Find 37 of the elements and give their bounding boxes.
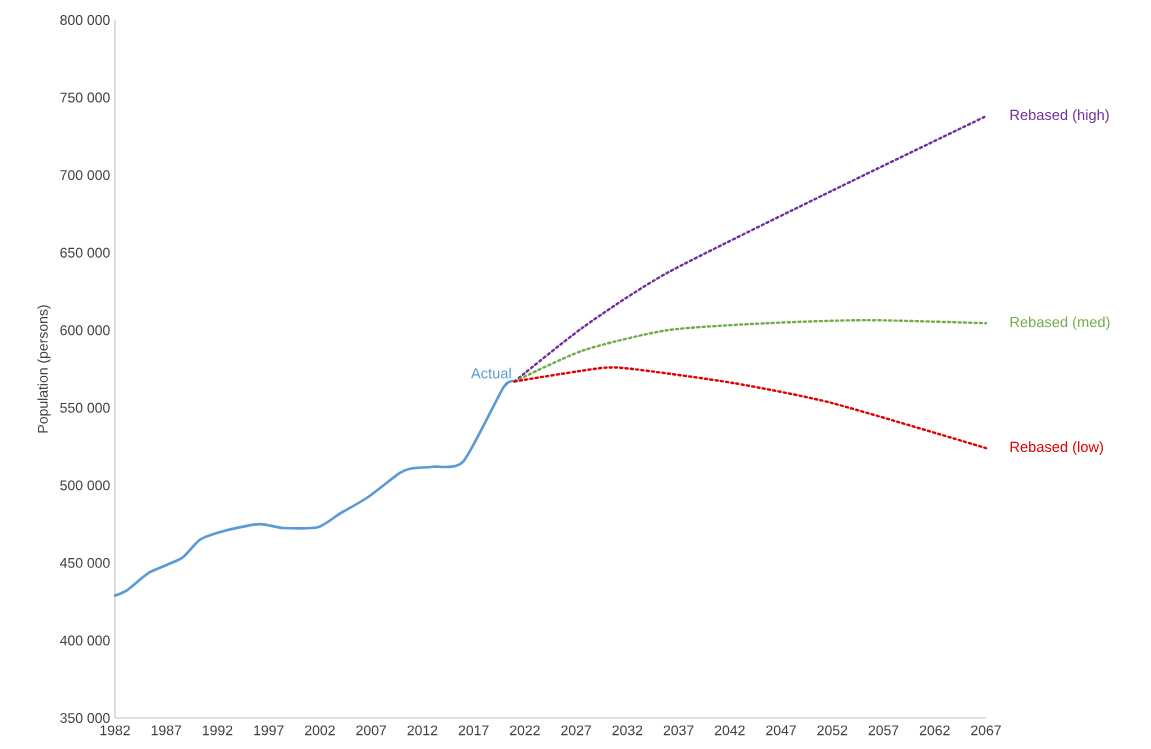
x-tick-label: 2027 [561,725,591,736]
x-tick-label: 2032 [612,725,643,736]
x-tick-label: 2017 [458,725,489,736]
series-label: Rebased (high) [1010,109,1109,123]
x-tick-label: 2047 [766,725,796,736]
y-tick-label: 500 000 [60,480,110,491]
x-tick-label: 1997 [254,725,284,736]
x-tick-label: 2052 [817,725,848,736]
line-series [513,366,988,450]
y-tick-label: 400 000 [60,635,110,646]
x-tick-label: 1987 [151,725,182,736]
x-tick-label: 2002 [305,725,335,736]
y-tick-label: 700 000 [60,170,110,181]
series-label: Rebased (low) [1010,441,1103,455]
x-tick-label: 2037 [663,725,694,736]
x-tick-label: 2012 [407,725,438,736]
x-tick-label: 2022 [510,725,540,736]
y-tick-label: 450 000 [60,557,110,568]
y-tick-label: 650 000 [60,247,110,258]
line-series [113,380,516,597]
line-series [513,114,988,383]
line-series [513,318,988,383]
y-tick-label: 750 000 [60,92,110,103]
y-tick-label: 800 000 [60,15,110,25]
x-tick-label: 2067 [971,725,1001,736]
series-label: Rebased (med) [1010,316,1110,331]
x-tick-label: 1992 [202,725,233,736]
y-tick-label: 550 000 [60,402,110,413]
x-tick-label: 1982 [100,725,130,736]
x-tick-label: 2062 [919,725,950,736]
series-label: Actual [470,367,511,379]
x-tick-label: 2057 [868,725,899,736]
y-tick-label: 350 000 [60,713,110,723]
x-tick-label: 2042 [714,725,745,736]
y-axis-title: Population (persons) [37,305,51,433]
x-tick-label: 2007 [356,725,387,736]
y-tick-label: 600 000 [60,325,110,336]
